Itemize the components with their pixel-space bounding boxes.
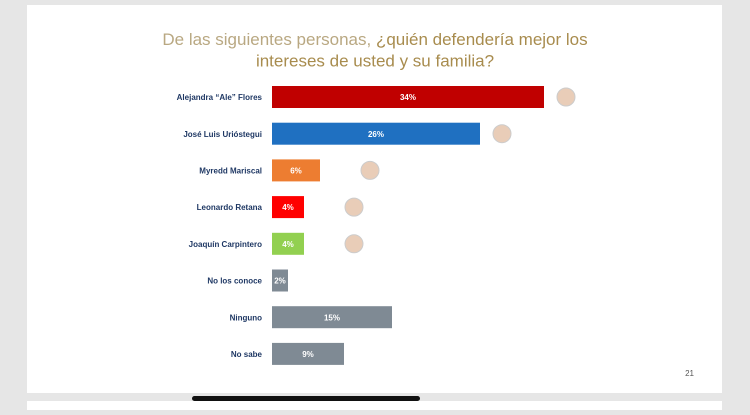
value-label: 6%: [290, 167, 302, 176]
bar: [272, 269, 288, 292]
next-slide: [27, 401, 722, 413]
chart-title: De las siguientes personas, ¿quién defen…: [162, 30, 587, 49]
bar: [272, 196, 304, 219]
category-label: Myredd Mariscal: [199, 167, 262, 176]
category-label: José Luis Urióstegui: [183, 130, 262, 139]
candidate-photo: [556, 87, 576, 107]
value-label: 34%: [400, 93, 416, 102]
value-label: 26%: [368, 130, 384, 139]
bar: [272, 122, 480, 145]
bar: [272, 86, 544, 108]
category-label: Alejandra “Ale” Flores: [177, 93, 263, 102]
category-label: Leonardo Retana: [197, 203, 263, 212]
category-label: No sabe: [231, 350, 263, 359]
bar: [272, 342, 344, 365]
value-label: 9%: [302, 350, 314, 359]
value-label: 4%: [282, 240, 294, 249]
candidate-photo: [344, 197, 364, 217]
category-label: Joaquín Carpintero: [189, 240, 262, 249]
category-label: No los conoce: [207, 277, 262, 286]
bar: [272, 306, 392, 329]
value-label: 2%: [274, 277, 286, 286]
slide: [27, 5, 722, 393]
title-line2: intereses de usted y su familia?: [256, 51, 494, 70]
candidate-photo: [344, 234, 364, 254]
title-prefix: De las siguientes personas,: [162, 30, 376, 49]
bar: [272, 159, 320, 182]
page-number: 21: [685, 369, 694, 378]
value-label: 4%: [282, 203, 294, 212]
candidate-photo: [492, 124, 512, 144]
category-label: Ninguno: [230, 313, 263, 322]
candidate-photo: [360, 160, 380, 180]
home-indicator: [192, 396, 420, 401]
value-label: 15%: [324, 313, 340, 322]
title-line1: ¿quién defendería mejor los: [376, 30, 588, 49]
bar: [272, 232, 304, 255]
